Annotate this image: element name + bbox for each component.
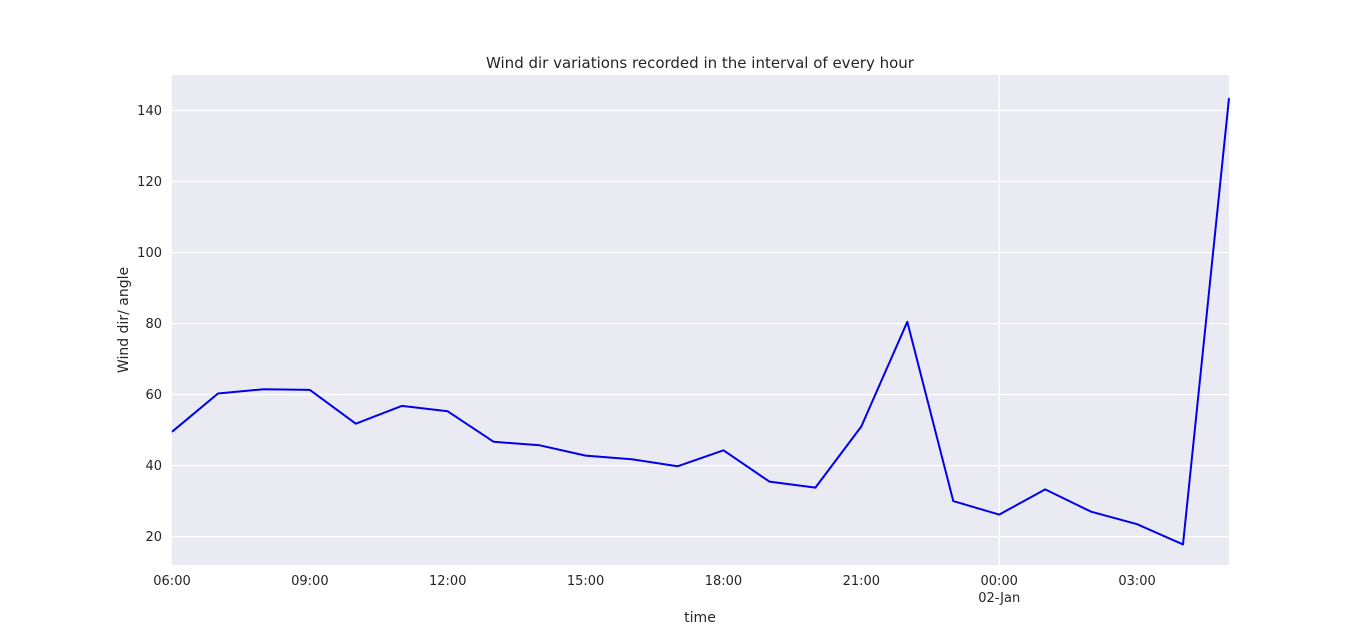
- x-tick-sublabel: 02-Jan: [978, 591, 1020, 606]
- y-tick-label: 20: [145, 530, 162, 545]
- series-line: [171, 97, 1230, 546]
- x-tick-label: 06:00: [153, 574, 190, 589]
- chart-title: Wind dir variations recorded in the inte…: [486, 54, 915, 72]
- series-group: [171, 97, 1230, 546]
- x-axis-label: time: [684, 610, 716, 626]
- y-tick-label: 120: [137, 175, 162, 190]
- x-tick-label: 18:00: [705, 574, 742, 589]
- plot-area: [172, 75, 1229, 565]
- y-axis-label: Wind dir/ angle: [116, 267, 132, 373]
- x-tick-label: 03:00: [1118, 574, 1155, 589]
- x-axis-ticks: 06:00 09:00 12:00 15:00 18:00 21:00 00:00 02-Ja…: [153, 574, 1156, 606]
- x-tick-label: 21:00: [843, 574, 880, 589]
- y-tick-label: 100: [137, 246, 162, 261]
- x-tick-label: 15:00: [567, 574, 604, 589]
- y-tick-label: 40: [145, 459, 162, 474]
- grid-lines: [172, 75, 1229, 565]
- y-axis-ticks: 20 40 60 80 100 120 140: [137, 104, 162, 545]
- y-tick-label: 60: [145, 388, 162, 403]
- x-tick-label: 12:00: [429, 574, 466, 589]
- y-tick-label: 80: [145, 317, 162, 332]
- x-tick-label: 09:00: [291, 574, 328, 589]
- x-tick-label: 00:00: [980, 574, 1017, 589]
- y-tick-label: 140: [137, 104, 162, 119]
